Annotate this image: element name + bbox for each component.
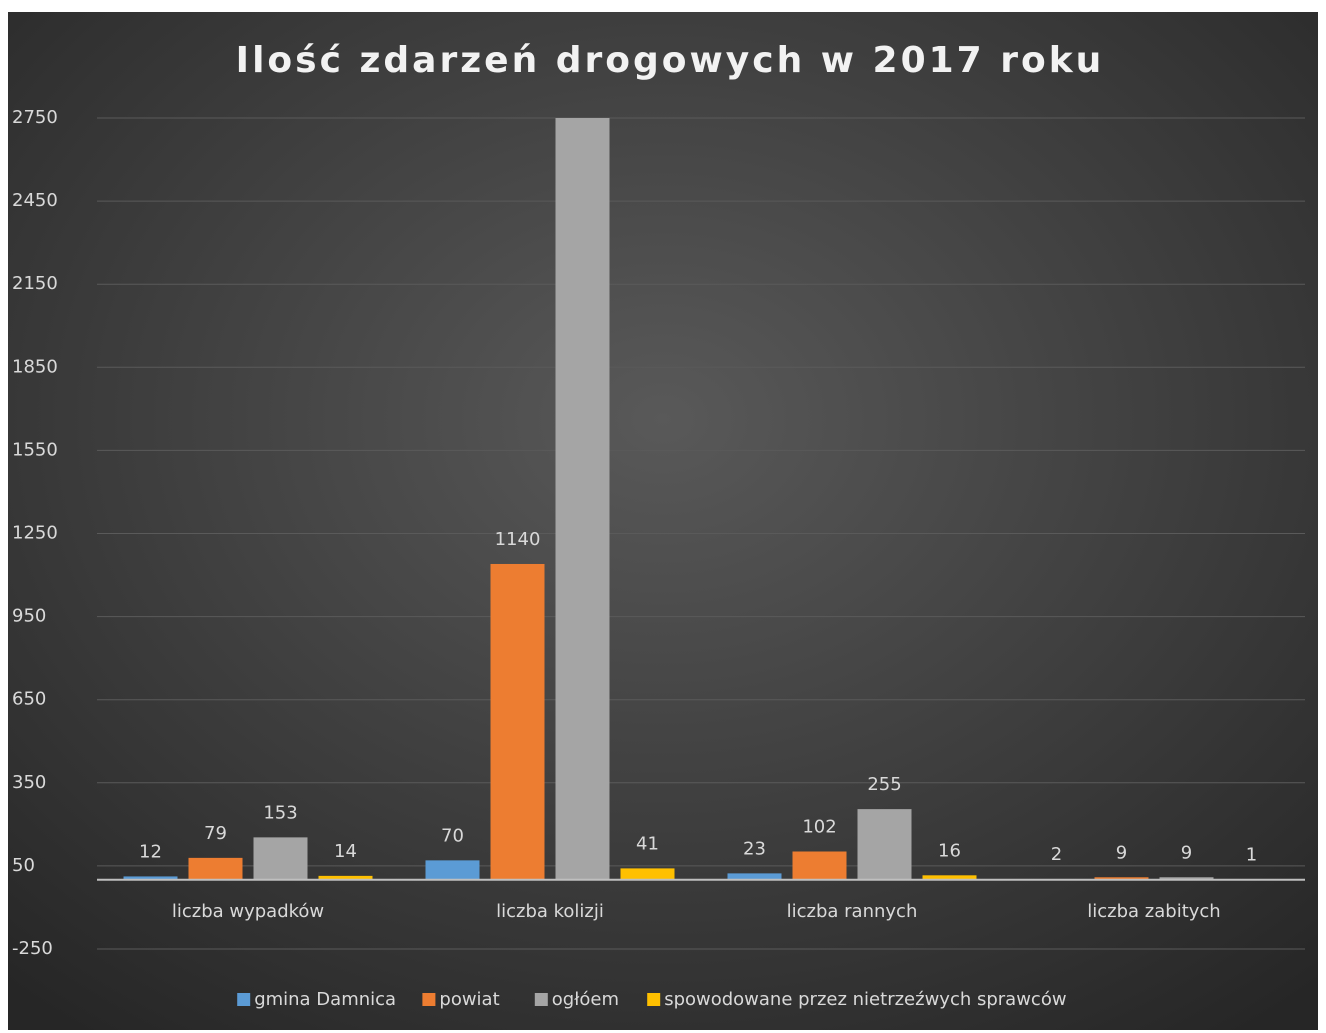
bar [620,868,675,880]
legend-swatch [647,993,661,1006]
data-label: 1140 [495,529,541,550]
data-label: 102 [802,816,836,837]
y-tick-label: 1250 [12,523,58,544]
bar [253,837,308,880]
data-label: 153 [263,802,297,823]
data-label: 14 [334,841,357,862]
y-tick-label: 1550 [12,439,58,460]
y-tick-label: 2750 [12,107,58,128]
y-tick-label: 350 [12,772,46,793]
legend-swatch [237,993,251,1006]
legend-label: powiat [439,989,499,1010]
bar [792,851,847,880]
data-label: 70 [441,825,464,846]
bar [1094,877,1149,880]
bar [425,860,480,880]
y-tick-label: -250 [12,938,53,959]
legend-label: spowodowane przez nietrzeźwych sprawców [664,989,1066,1010]
x-tick-label: liczba rannych [787,901,918,922]
y-tick-label: 950 [12,606,46,627]
bar [922,875,977,880]
bar [318,875,373,880]
y-tick-label: 2150 [12,273,58,294]
bar [727,873,782,880]
x-tick-label: liczba zabitych [1087,901,1220,922]
data-label: 2 [1051,844,1062,865]
legend-swatch [534,993,548,1006]
data-label: 79 [204,823,227,844]
y-tick-label: 50 [12,855,35,876]
chart-title: Ilość zdarzeń drogowych w 2017 roku [236,40,1105,81]
data-label: 41 [636,833,659,854]
data-label: 16 [938,840,961,861]
legend-label: ogłóem [552,989,619,1010]
data-label: 12 [139,841,162,862]
y-tick-label: 650 [12,689,46,710]
data-label: 9 [1116,842,1127,863]
data-label: 9 [1181,842,1192,863]
bar [1159,877,1214,880]
bar [857,809,912,880]
data-label: 1 [1246,844,1257,865]
legend-swatch [422,993,436,1006]
bar [555,118,610,880]
x-tick-label: liczba kolizji [496,901,604,922]
y-tick-label: 2450 [12,190,58,211]
bar [490,563,545,880]
legend-label: gmina Damnica [254,989,396,1010]
data-label: 255 [867,774,901,795]
y-tick-label: 1850 [12,356,58,377]
bar [123,876,178,880]
x-tick-label: liczba wypadków [172,901,324,922]
bar [188,857,243,880]
data-label: 23 [743,838,766,859]
